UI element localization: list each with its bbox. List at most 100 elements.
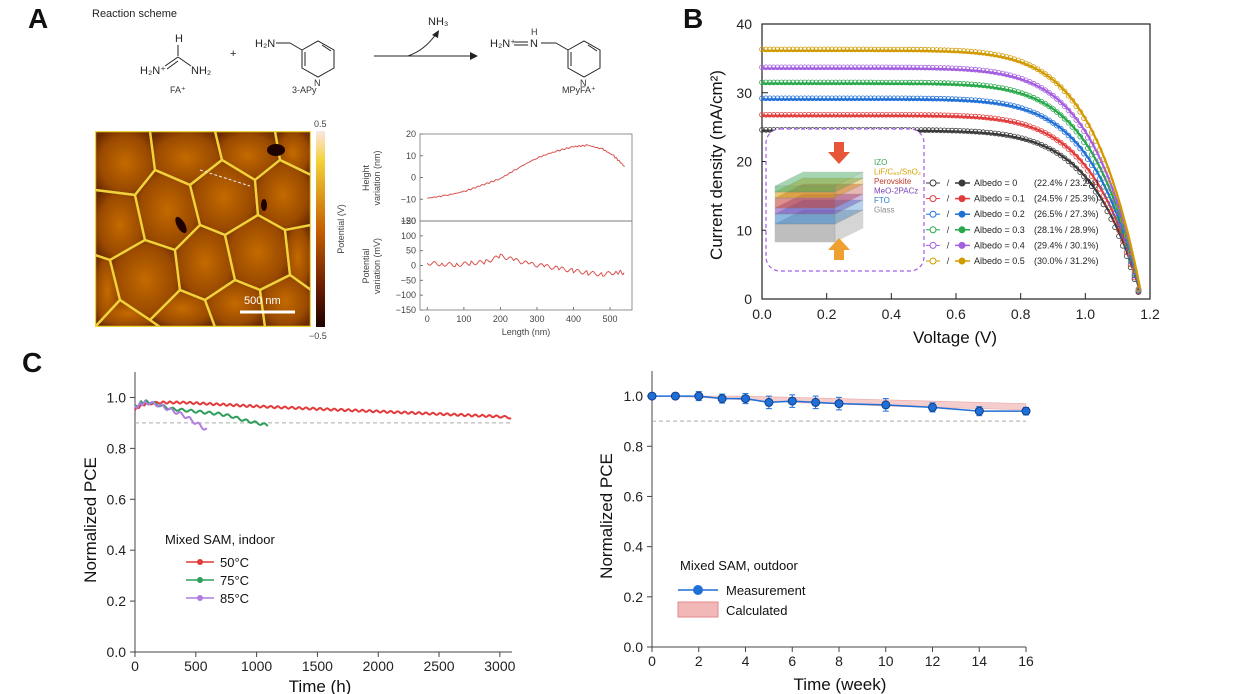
- colorbar-min: −0.5: [309, 331, 327, 341]
- jv-xtick-label: 0.6: [946, 306, 966, 322]
- inset-layer-side: [834, 193, 864, 215]
- profile-xlabel: Length (nm): [502, 327, 551, 337]
- colorbar-max: 0.5: [314, 119, 327, 129]
- grain: [95, 298, 163, 327]
- legend-series-pce: (29.4% / 30.1%): [1034, 240, 1099, 250]
- jv-xtick-label: 1.2: [1140, 306, 1160, 322]
- jv-point-reverse: [1069, 149, 1076, 156]
- pinhole-defect: [261, 199, 267, 211]
- jv-point-reverse: [805, 64, 812, 71]
- indoor-ytick-label: 0.8: [107, 440, 127, 456]
- outdoor-legend-label: Calculated: [726, 603, 787, 618]
- scheme-title: Reaction scheme: [92, 8, 177, 20]
- inset-layer-side: [834, 199, 864, 225]
- legend-series-name: Albedo = 0.5: [974, 256, 1025, 266]
- outdoor-measurement-point: [717, 394, 727, 404]
- legend-open-marker: [929, 210, 937, 218]
- outdoor-xtick-label: 6: [788, 653, 796, 669]
- jv-ytick-label: 0: [744, 291, 752, 307]
- jv-point-reverse: [790, 64, 796, 71]
- colorbar: [316, 131, 325, 327]
- legend-series-pce: (28.1% / 28.9%): [1034, 225, 1099, 235]
- jv-curve-forward: [762, 82, 1142, 291]
- height-ytick-label: 0: [411, 173, 416, 183]
- indoor-stability-chart: Time (h) Normalized PCE Mixed SAM, indoo…: [81, 372, 516, 694]
- jv-point-reverse: [821, 64, 827, 71]
- legend-series-pce: (30.0% / 31.2%): [1034, 256, 1099, 266]
- indoor-legend-label: 85°C: [220, 591, 249, 606]
- jv-point-reverse: [953, 47, 959, 54]
- byproduct-arrow-head: [432, 30, 439, 38]
- inset-layer-label: FTO: [874, 196, 890, 205]
- jv-point-reverse: [933, 47, 940, 53]
- grain-boundaries: [95, 131, 311, 327]
- jv-point-reverse: [1050, 77, 1056, 83]
- jv-point-reverse: [1054, 150, 1060, 156]
- jv-point-reverse: [1050, 106, 1056, 112]
- jv-point-reverse: [1058, 112, 1064, 118]
- jv-point-reverse: [1054, 96, 1060, 102]
- fa-bond-left: [164, 56, 179, 67]
- legend-open-marker: [929, 241, 937, 249]
- jv-point-reverse: [925, 64, 932, 71]
- potential-ytick-label: −50: [401, 275, 416, 285]
- outdoor-measurement-point: [764, 397, 774, 407]
- jv-point-reverse: [1058, 84, 1064, 90]
- profile-xtick-label: 100: [456, 314, 471, 324]
- fa-bond-left-double: [166, 60, 179, 70]
- indoor-xtick-label: 500: [184, 658, 208, 674]
- indoor-legend-label: 50°C: [220, 555, 249, 570]
- jv-point-reverse: [1061, 88, 1068, 95]
- jv-point-reverse: [813, 64, 820, 71]
- jv-point-reverse: [1065, 119, 1072, 126]
- legend-filled-marker: [958, 226, 966, 234]
- potential-ytick-label: 100: [401, 231, 416, 241]
- jv-point-reverse: [883, 46, 889, 53]
- legend-open-marker: [929, 226, 937, 234]
- indoor-legend-marker: [197, 595, 203, 601]
- jv-point-reverse: [809, 64, 816, 71]
- profile-xtick-label: 0: [425, 314, 430, 324]
- indoor-xtick-label: 0: [131, 658, 139, 674]
- jv-point-reverse: [906, 64, 913, 71]
- jv-point-reverse: [949, 47, 955, 54]
- legend-separator: /: [947, 178, 950, 188]
- outdoor-measurement-point: [647, 391, 657, 401]
- colorbar-label: Potential (V): [336, 204, 346, 254]
- jv-point-reverse: [925, 79, 932, 86]
- legend-series-name: Albedo = 0.2: [974, 209, 1025, 219]
- jv-ytick-label: 30: [736, 85, 752, 101]
- legend-filled-marker: [958, 241, 966, 249]
- indoor-xtick-label: 1500: [302, 658, 333, 674]
- indoor-xtick-label: 3000: [484, 658, 515, 674]
- outdoor-measurement-point: [811, 397, 821, 407]
- jv-point-reverse: [929, 47, 936, 53]
- legend-separator: /: [947, 225, 950, 235]
- jv-point-reverse: [848, 64, 854, 71]
- outdoor-xtick-label: 10: [878, 653, 894, 669]
- inset-layer-label: Glass: [874, 206, 894, 215]
- jv-point-reverse: [832, 64, 839, 71]
- jv-point-reverse: [871, 46, 878, 53]
- potential-profile-line: [426, 253, 625, 277]
- potential-ytick-label: −150: [396, 305, 416, 315]
- product-pyridine-ring: [567, 40, 601, 78]
- jv-point-reverse: [782, 64, 789, 71]
- jv-point-reverse: [1061, 155, 1068, 162]
- jv-point-reverse: [856, 64, 862, 71]
- legend-series-name: Albedo = 0.1: [974, 194, 1025, 204]
- jv-point-reverse: [1046, 90, 1052, 96]
- outdoor-stability-chart: Time (week) Normalized PCE Mixed SAM, ou…: [597, 371, 1034, 694]
- inset-layer-side: [834, 183, 864, 209]
- outdoor-measurement-point: [834, 399, 844, 409]
- jv-point-reverse: [844, 64, 851, 71]
- indoor-xtick-label: 1000: [241, 658, 272, 674]
- indoor-ytick-label: 0.0: [107, 644, 127, 660]
- legend-separator: /: [947, 209, 950, 219]
- indoor-ytick-label: 0.6: [107, 491, 127, 507]
- outdoor-xtick-label: 2: [695, 653, 703, 669]
- jv-xtick-label: 0.8: [1011, 306, 1031, 322]
- jv-point-reverse: [1058, 125, 1064, 132]
- jv-point-reverse: [860, 64, 866, 71]
- jv-point-reverse: [863, 64, 870, 71]
